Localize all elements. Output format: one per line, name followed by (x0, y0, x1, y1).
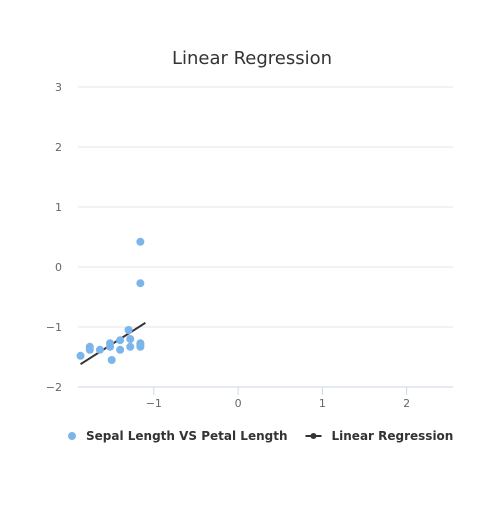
x-tick-label: 1 (319, 397, 326, 410)
legend-item-scatter[interactable]: Sepal Length VS Petal Length (68, 429, 288, 443)
scatter-point[interactable] (85, 345, 94, 354)
y-tick-label: −1 (46, 321, 62, 334)
x-axis-tick-labels: −1 0 1 2 (146, 397, 410, 410)
scatter-point[interactable] (136, 279, 145, 288)
y-axis-tick-labels: −2 −1 0 1 2 3 (46, 81, 62, 394)
chart-title: Linear Regression (172, 48, 332, 69)
x-axis (78, 386, 453, 395)
scatter-point[interactable] (116, 336, 125, 345)
x-tick-label: −1 (146, 397, 162, 410)
scatter-point[interactable] (136, 342, 145, 351)
legend-item-regression[interactable]: Linear Regression (305, 429, 454, 443)
y-tick-label: 1 (55, 201, 62, 214)
legend-symbol-marker (310, 433, 317, 439)
gridlines (78, 86, 453, 328)
legend[interactable]: Sepal Length VS Petal Length Linear Regre… (68, 429, 453, 443)
scatter-point[interactable] (76, 351, 85, 360)
scatter-point[interactable] (136, 237, 145, 246)
y-tick-label: 2 (55, 141, 62, 154)
x-tick-label: 2 (403, 397, 410, 410)
legend-label: Linear Regression (332, 429, 454, 443)
y-tick-label: 3 (55, 81, 62, 94)
scatter-point[interactable] (124, 326, 133, 334)
y-tick-label: −2 (46, 381, 62, 394)
scatter-point[interactable] (107, 356, 116, 364)
y-tick-label: 0 (55, 261, 62, 274)
legend-label: Sepal Length VS Petal Length (86, 429, 288, 443)
scatter-point[interactable] (95, 345, 104, 354)
scatter-point[interactable] (106, 342, 115, 351)
scatter-point[interactable] (116, 345, 125, 354)
legend-symbol-dot (68, 432, 76, 440)
scatter-points-layer[interactable] (76, 237, 145, 364)
scatter-point[interactable] (126, 335, 135, 343)
scatter-point[interactable] (126, 342, 135, 351)
x-tick-label: 0 (235, 397, 242, 410)
